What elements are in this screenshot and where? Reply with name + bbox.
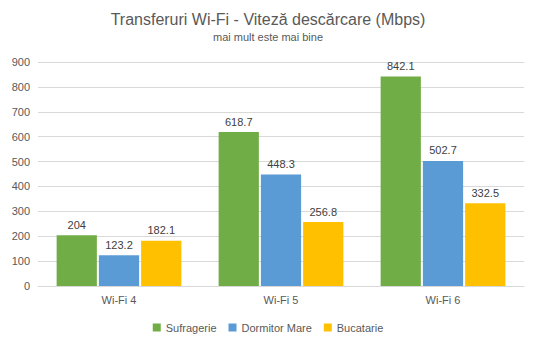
svg-text:300: 300 [12,205,30,217]
svg-text:Dormitor Mare: Dormitor Mare [241,322,311,334]
svg-text:800: 800 [12,81,30,93]
svg-text:Bucatarie: Bucatarie [337,322,383,334]
svg-text:200: 200 [12,230,30,242]
svg-text:502.7: 502.7 [429,144,457,156]
svg-text:mai mult este mai bine: mai mult este mai bine [213,31,323,43]
svg-text:Wi-Fi 4: Wi-Fi 4 [102,294,137,306]
svg-text:256.8: 256.8 [309,206,337,218]
svg-text:448.3: 448.3 [267,158,295,170]
svg-text:400: 400 [12,180,30,192]
svg-text:332.5: 332.5 [471,187,499,199]
svg-text:204: 204 [68,219,86,231]
svg-text:900: 900 [12,56,30,68]
svg-text:Wi-Fi 6: Wi-Fi 6 [426,294,461,306]
svg-text:182.1: 182.1 [147,224,175,236]
svg-text:0: 0 [24,280,30,292]
svg-text:842.1: 842.1 [387,60,415,72]
svg-text:123.2: 123.2 [105,239,133,251]
svg-text:Transferuri Wi-Fi - Viteză des: Transferuri Wi-Fi - Viteză descărcare (M… [111,11,426,28]
svg-text:Sufragerie: Sufragerie [166,322,217,334]
svg-text:600: 600 [12,131,30,143]
svg-text:100: 100 [12,255,30,267]
svg-text:700: 700 [12,106,30,118]
svg-text:Wi-Fi 5: Wi-Fi 5 [264,294,299,306]
svg-text:618.7: 618.7 [225,116,253,128]
svg-text:500: 500 [12,156,30,168]
